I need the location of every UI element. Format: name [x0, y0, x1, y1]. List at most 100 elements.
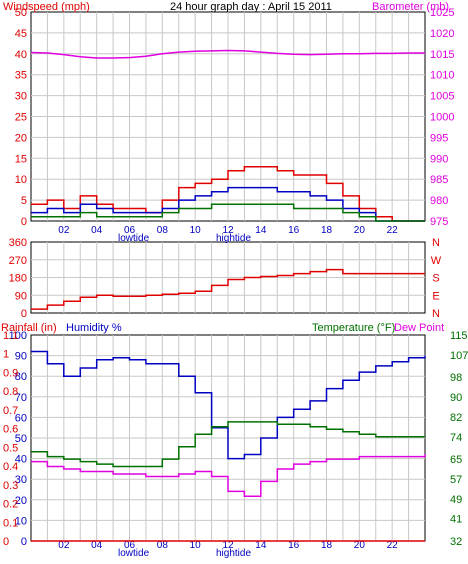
temperature-tick-label: 90: [450, 392, 462, 404]
x-tick-label: 22: [387, 225, 399, 236]
temperature-tick-label: 57: [450, 474, 462, 486]
lowtide-label-bottom: lowtide: [118, 548, 150, 559]
dewpoint-axis-label: Dew Point: [394, 322, 444, 334]
rainfall-tick-label: 1: [3, 349, 9, 361]
humidity-tick-label: 10: [15, 515, 27, 527]
rainfall-tick-label: 0.7: [3, 405, 18, 417]
x-tick-label: 18: [321, 540, 333, 551]
humidity-tick-label: 70: [15, 392, 27, 404]
windspeed-tick-label: 45: [15, 28, 27, 40]
rainfall-tick-label: 0.9: [3, 367, 18, 379]
temperature-tick-label: 65: [450, 454, 462, 466]
x-tick-label: 14: [255, 225, 267, 236]
windspeed-tick-label: 0: [21, 216, 27, 228]
rainfall-tick-label: 0.6: [3, 424, 18, 436]
x-tick-label: 10: [190, 540, 202, 551]
series-line-wind-2: [31, 186, 425, 222]
x-tick-label: 04: [91, 225, 103, 236]
barometer-tick-label: 1005: [430, 91, 454, 103]
chart-title: 24 hour graph day : April 15 2011: [170, 1, 332, 13]
rainfall-tick-label: 0.8: [3, 386, 18, 398]
compass-tick-label: N: [432, 308, 440, 320]
barometer-tick-label: 980: [430, 195, 448, 207]
x-tick-label: 02: [58, 225, 70, 236]
x-tick-label: 14: [255, 540, 267, 551]
temperature-tick-label: 32: [450, 536, 462, 548]
barometer-tick-label: 1000: [430, 112, 454, 124]
humidity-tick-label: 100: [9, 330, 27, 342]
temperature-tick-label: 107: [450, 350, 468, 362]
hightide-label-bottom: hightide: [216, 548, 251, 559]
humidity-tick-label: 80: [15, 371, 27, 383]
x-tick-label: 20: [354, 540, 366, 551]
windspeed-tick-label: 15: [15, 153, 27, 165]
direction-tick-label: 90: [15, 290, 27, 302]
compass-tick-label: S: [432, 273, 439, 285]
rainfall-tick-label: 1.1: [3, 330, 18, 342]
x-tick-label: 08: [157, 540, 169, 551]
barometer-axis-label: Barometer (mb): [372, 1, 449, 13]
x-tick-label: 04: [91, 540, 103, 551]
temperature-axis-label: Temperature (°F): [312, 322, 395, 334]
rainfall-axis-label: Rainfall (in): [1, 322, 57, 334]
windspeed-axis-label: Windspeed (mph): [3, 1, 90, 13]
x-tick-label: 06: [124, 225, 136, 236]
x-tick-label: 06: [124, 540, 136, 551]
temperature-tick-label: 82: [450, 412, 462, 424]
x-tick-label: 08: [157, 225, 169, 236]
humidity-tick-label: 0: [21, 536, 27, 548]
x-tick-label: 18: [321, 225, 333, 236]
direction-tick-label: 270: [9, 255, 27, 267]
rainfall-tick-label: 0: [3, 536, 9, 548]
barometer-tick-label: 990: [430, 153, 448, 165]
direction-tick-label: 0: [21, 308, 27, 320]
humidity-tick-label: 40: [15, 454, 27, 466]
windspeed-tick-label: 50: [15, 7, 27, 19]
windspeed-tick-label: 10: [15, 174, 27, 186]
barometer-tick-label: 1010: [430, 70, 454, 82]
series-line-temp-2: [31, 454, 426, 498]
x-tick-label: 12: [222, 540, 234, 551]
series-line-wind-0: [30, 49, 425, 59]
x-tick-label: 02: [58, 540, 70, 551]
rainfall-tick-label: 0.2: [3, 499, 18, 511]
barometer-tick-label: 995: [430, 132, 448, 144]
barometer-tick-label: 1015: [430, 49, 454, 61]
series-line-wind-1: [31, 165, 425, 222]
barometer-tick-label: 975: [430, 216, 448, 228]
rainfall-tick-label: 0.5: [3, 442, 18, 454]
temperature-tick-label: 41: [450, 514, 462, 526]
x-tick-label: 16: [288, 225, 300, 236]
temperature-tick-label: 49: [450, 494, 462, 506]
temperature-tick-label: 115: [450, 330, 468, 342]
hightide-label-top: hightide: [216, 233, 251, 244]
temperature-tick-label: 98: [450, 372, 462, 384]
windspeed-tick-label: 5: [21, 195, 27, 207]
compass-tick-label: W: [431, 255, 442, 267]
series-line-direction-0: [31, 268, 425, 310]
windspeed-tick-label: 30: [15, 91, 27, 103]
compass-tick-label: N: [432, 237, 440, 249]
humidity-tick-label: 90: [15, 351, 27, 363]
compass-tick-label: E: [432, 290, 439, 302]
humidity-axis-label: Humidity %: [66, 322, 122, 334]
x-tick-label: 10: [190, 225, 202, 236]
x-tick-label: 22: [387, 540, 399, 551]
temperature-tick-label: 74: [450, 432, 462, 444]
humidity-tick-label: 20: [15, 495, 27, 507]
humidity-tick-label: 50: [15, 433, 27, 445]
x-tick-label: 20: [354, 225, 366, 236]
rainfall-tick-label: 0.1: [3, 517, 18, 529]
humidity-tick-label: 60: [15, 412, 27, 424]
windspeed-tick-label: 40: [15, 49, 27, 61]
barometer-tick-label: 985: [430, 174, 448, 186]
windspeed-tick-label: 20: [15, 132, 27, 144]
x-tick-label: 12: [222, 225, 234, 236]
barometer-tick-label: 1020: [430, 28, 454, 40]
lowtide-label-top: lowtide: [118, 233, 150, 244]
x-tick-label: 16: [288, 540, 300, 551]
windspeed-tick-label: 25: [15, 112, 27, 124]
